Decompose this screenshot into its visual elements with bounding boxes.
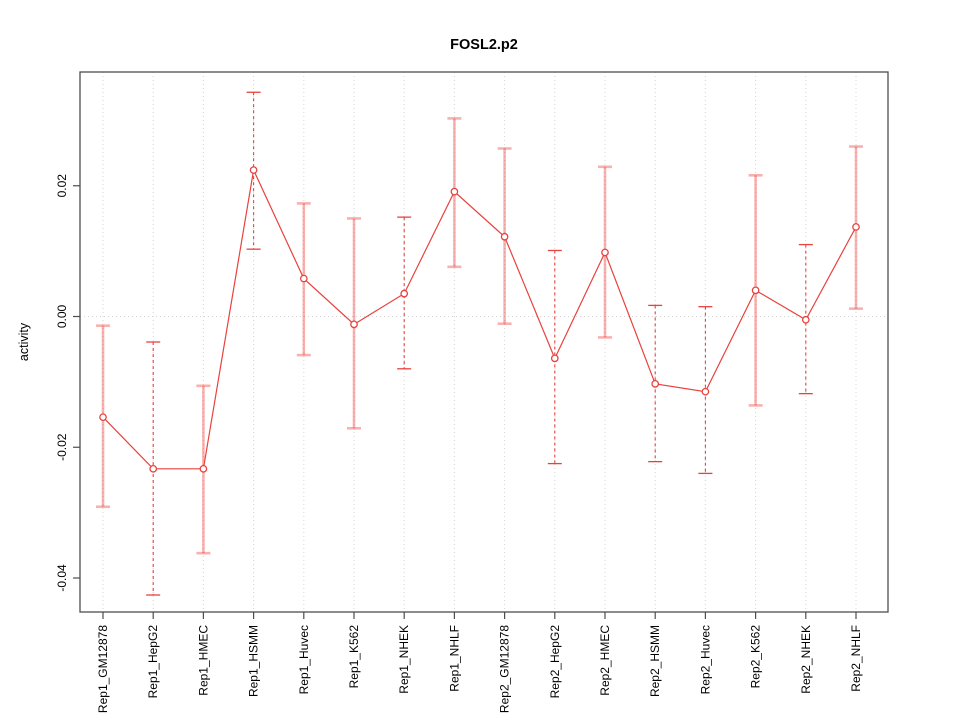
x-tick-label: Rep2_NHEK bbox=[799, 625, 813, 694]
data-point bbox=[149, 464, 158, 473]
series-line bbox=[102, 168, 857, 470]
data-point bbox=[299, 274, 308, 283]
y-axis-label: activity bbox=[17, 322, 31, 361]
x-tick-label: Rep1_K562 bbox=[347, 625, 361, 689]
x-tick-label: Rep1_HMEC bbox=[196, 625, 210, 696]
x-tick-label: Rep2_HMEC bbox=[598, 625, 612, 696]
x-tick-label: Rep2_NHLF bbox=[849, 625, 863, 692]
data-point bbox=[852, 223, 860, 231]
data-point bbox=[450, 187, 459, 196]
data-point bbox=[99, 413, 107, 422]
y-tick-label: -0.04 bbox=[55, 564, 69, 592]
data-point bbox=[199, 464, 208, 473]
x-tick-label: Rep1_HSMM bbox=[247, 625, 261, 697]
data-point bbox=[249, 166, 258, 174]
plot-border bbox=[79, 71, 889, 613]
plot-content: 0.02 0.00 -0.02 -0.04 Rep1_GM12878 Rep1_HepG2… bbox=[55, 71, 889, 713]
x-tick-label: Rep2_K562 bbox=[749, 625, 763, 689]
y-tick-label: -0.02 bbox=[55, 433, 69, 461]
data-point bbox=[751, 286, 760, 295]
x-tick-label: Rep1_GM12878 bbox=[96, 625, 110, 713]
x-tick-label: Rep1_HepG2 bbox=[146, 625, 160, 699]
x-tick-label: Rep2_HepG2 bbox=[548, 625, 562, 699]
data-point bbox=[350, 320, 358, 329]
x-tick-label: Rep1_Huvec bbox=[297, 625, 311, 694]
data-point bbox=[550, 354, 559, 363]
y-tick-label: 0.02 bbox=[55, 174, 69, 198]
y-tick-label: 0.00 bbox=[55, 305, 69, 329]
data-point bbox=[400, 289, 409, 298]
data-point bbox=[500, 232, 509, 241]
x-tick-label: Rep2_HSMM bbox=[648, 625, 662, 697]
x-tick-label: Rep2_GM12878 bbox=[498, 625, 512, 713]
data-point bbox=[701, 387, 710, 396]
x-tick-label: Rep1_NHLF bbox=[447, 625, 461, 692]
data-point bbox=[601, 248, 609, 257]
x-tick-label: Rep2_Huvec bbox=[698, 625, 712, 694]
chart-title: FOSL2.p2 bbox=[450, 37, 518, 53]
data-point bbox=[651, 379, 660, 388]
x-tick-label: Rep1_NHEK bbox=[397, 625, 411, 694]
data-point bbox=[801, 315, 810, 324]
